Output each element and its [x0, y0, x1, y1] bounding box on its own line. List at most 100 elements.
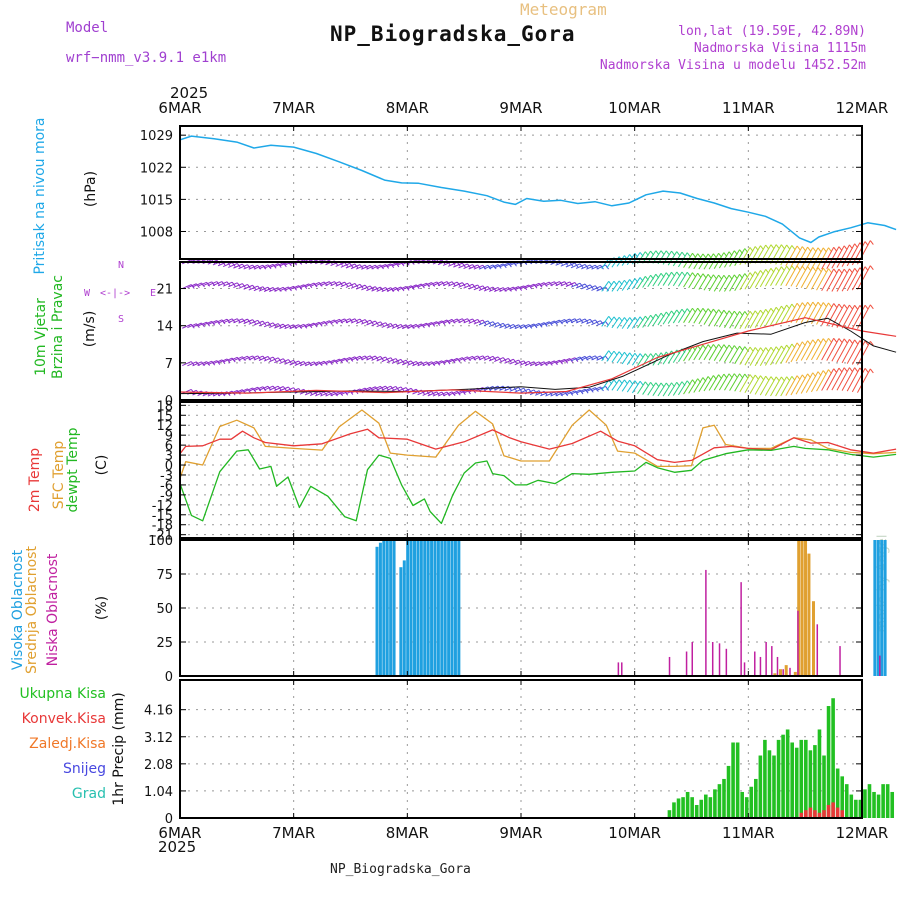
wind-barb: [391, 286, 402, 292]
wind-barb-flag: [723, 274, 728, 280]
wind-barb: [560, 281, 570, 287]
x-axis-label-top: 8MAR: [386, 99, 429, 117]
wind-barb: [299, 283, 310, 289]
wind-barb: [575, 318, 586, 324]
compass-arrows: <-|->: [100, 288, 131, 299]
wind-barb-flag: [697, 272, 702, 278]
wind-barb: [192, 361, 202, 367]
wind-barb-flag: [380, 264, 384, 270]
wind-barb: [289, 360, 299, 366]
wind-barb-flag: [639, 353, 644, 358]
wind-barb: [759, 376, 772, 396]
wind-barb: [626, 278, 636, 291]
wind-barb-flag: [528, 324, 533, 329]
wind-barb-flag: [718, 309, 723, 314]
wind-barb: [831, 367, 845, 391]
wind-barb: [581, 284, 591, 290]
wind-barb: [739, 310, 751, 329]
wind-barb-flag: [807, 246, 811, 252]
wind-barb-flag: [765, 375, 770, 381]
cloud-bar: [800, 540, 804, 676]
wind-barb: [274, 262, 284, 268]
wind-barb: [524, 361, 535, 367]
wind-barb-flag: [807, 266, 811, 271]
wind-barb: [591, 264, 601, 270]
wind-barb: [253, 286, 264, 292]
wind-barb: [816, 338, 829, 361]
cloud-bar: [725, 648, 728, 676]
wind-barb: [304, 322, 315, 328]
wind-barb-flag: [267, 264, 272, 270]
wind-barb: [800, 266, 814, 288]
dewpt-line: [179, 445, 897, 525]
wind-barb: [586, 387, 596, 393]
wind-barb: [207, 281, 218, 287]
legend-snijeg: Snijeg: [62, 761, 106, 777]
wind-barb-flag: [817, 247, 822, 253]
wind-barb: [386, 358, 397, 364]
wind-barb: [744, 347, 756, 366]
wind-barb-flag: [613, 316, 618, 322]
wind-barb-flag: [216, 320, 221, 325]
y-tick-label: 1029: [140, 129, 173, 144]
wind-barb: [591, 386, 601, 392]
wind-barb: [253, 320, 264, 326]
wind-barb-flag: [812, 266, 817, 272]
wind-barb: [631, 380, 641, 394]
wind-barb: [417, 361, 427, 367]
wind-barb: [463, 318, 473, 324]
wind-barb-flag: [854, 304, 859, 310]
wind-barb: [565, 318, 576, 324]
wind-barb-flag: [665, 250, 670, 256]
wind-barb: [739, 374, 751, 393]
precip-bar: [817, 729, 822, 818]
wind-barb-flag: [733, 373, 738, 378]
wind-barb: [442, 391, 453, 397]
precip-bar: [863, 789, 867, 818]
wind-barb: [836, 339, 850, 363]
wind-barb: [703, 344, 714, 361]
wind-barb: [729, 274, 740, 292]
precip-bar: [744, 797, 749, 818]
wind-barb-flag: [744, 311, 749, 316]
wind-barb: [790, 374, 803, 396]
wind-barb: [754, 244, 767, 264]
precip-bar: [876, 794, 881, 818]
wind-barb: [386, 286, 397, 292]
wind-barb: [453, 318, 463, 324]
compass-rose: N W <-|-> E S: [82, 258, 162, 328]
wind-barb: [810, 370, 824, 393]
wind-barb-flag: [676, 271, 681, 277]
wind-barb: [463, 283, 473, 289]
wind-barb-flag: [634, 380, 639, 385]
wind-barb: [376, 286, 386, 292]
wind-barb: [432, 320, 443, 326]
precip-bar: [794, 747, 799, 818]
precip-bar: [822, 810, 826, 818]
cloud-bar: [873, 540, 877, 676]
wind-barb-flag: [849, 339, 853, 344]
wind-barb: [688, 307, 699, 324]
wind-barb: [187, 283, 197, 289]
wind-barb: [468, 318, 478, 324]
wind-barb: [458, 318, 468, 324]
wind-barb: [238, 388, 248, 394]
station-elevation: Nadmorska Visina 1115m: [693, 41, 866, 56]
wind-barb: [248, 319, 258, 325]
precip-bar: [754, 778, 758, 818]
wind-barb-flag: [712, 274, 717, 280]
wind-barb: [581, 387, 591, 393]
wind-barb: [258, 356, 269, 361]
cloud-bar: [754, 651, 756, 676]
wind-barb: [309, 361, 320, 367]
wind-barb: [478, 286, 489, 291]
grid-lines: [180, 126, 862, 819]
wind-barb: [678, 347, 688, 363]
y-tick-label: 0: [165, 459, 173, 474]
wind-barb: [458, 282, 468, 288]
wind-barb: [468, 264, 478, 270]
precip-bar: [826, 804, 831, 818]
wind-barb: [376, 322, 386, 328]
wind-barb: [371, 385, 381, 391]
wind-barb: [565, 390, 576, 396]
